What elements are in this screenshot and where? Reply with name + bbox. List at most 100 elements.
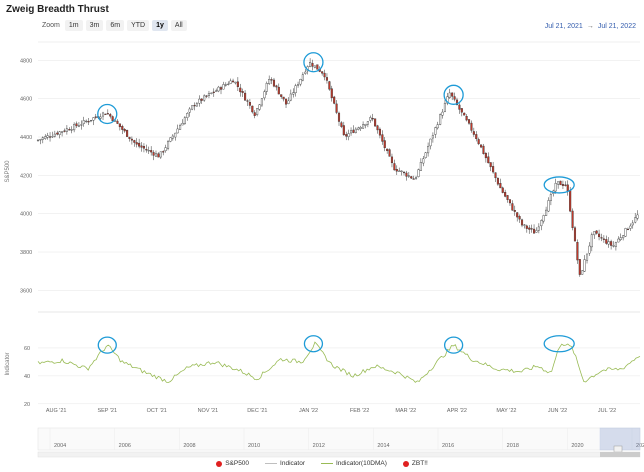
legend-indicator-marker	[265, 463, 278, 464]
range-from-input[interactable]: Jul 21, 2021	[544, 23, 583, 30]
candle	[593, 231, 596, 236]
price-ytick-label: 4200	[20, 173, 32, 179]
candle	[241, 91, 244, 93]
candle	[489, 162, 492, 168]
candle	[434, 127, 437, 135]
candle	[140, 145, 143, 148]
candle	[634, 217, 637, 223]
candle	[337, 112, 341, 122]
zoom-label: Zoom	[42, 22, 60, 29]
candle	[506, 195, 509, 200]
zoom-6m-button[interactable]: 6m	[106, 20, 125, 31]
candle	[193, 105, 196, 107]
month-tick-label: JUL '22	[598, 408, 616, 414]
candle	[636, 214, 639, 219]
candle	[477, 139, 480, 145]
candle	[138, 142, 141, 147]
month-tick-label: FEB '22	[350, 408, 369, 414]
candle	[614, 242, 617, 247]
candle	[200, 98, 203, 101]
indicator-10dma-line	[37, 341, 641, 383]
candle	[520, 219, 524, 226]
navigator-scrollbar[interactable]	[37, 451, 641, 458]
navigator-pane[interactable]: 2004200620082010201220142016201820202022	[37, 427, 644, 458]
candle	[369, 117, 372, 121]
candle	[39, 139, 42, 141]
indicator-ytick-label: 40	[24, 374, 30, 380]
candle	[496, 177, 499, 185]
price-axis-label: S&P500	[5, 160, 11, 183]
candle	[301, 74, 304, 81]
candle	[244, 92, 247, 101]
month-tick-label: MAY '22	[496, 408, 516, 414]
candle	[123, 129, 126, 132]
zbt-circle-indicator	[303, 335, 324, 353]
candle	[345, 134, 348, 137]
candle	[219, 87, 223, 90]
zoom-1m-button[interactable]: 1m	[64, 20, 83, 31]
month-tick-label: DEC '21	[247, 408, 267, 414]
candle	[354, 128, 357, 133]
zoom-1y-button[interactable]: 1y	[152, 20, 168, 31]
legend-item-sp500[interactable]: S&P500	[216, 460, 249, 467]
price-ytick-label: 3600	[20, 288, 32, 294]
candle	[284, 98, 288, 105]
candle	[210, 92, 213, 94]
candle	[398, 170, 401, 172]
candle	[349, 130, 353, 134]
candle	[239, 87, 242, 93]
zoom-3m-button[interactable]: 3m	[85, 20, 104, 31]
candle	[400, 170, 403, 172]
candle	[251, 105, 254, 113]
candle	[268, 79, 271, 85]
candle	[46, 135, 49, 138]
candle	[467, 119, 471, 124]
candle	[583, 259, 586, 272]
candle	[188, 108, 191, 113]
candle	[75, 123, 78, 127]
candle	[439, 114, 442, 125]
candle	[311, 63, 314, 67]
candle	[181, 123, 184, 126]
candle	[576, 242, 579, 261]
candle	[142, 146, 145, 149]
candle	[347, 133, 350, 137]
candle	[460, 108, 463, 113]
candle	[549, 194, 552, 201]
candle	[157, 153, 160, 158]
candle	[573, 227, 577, 242]
candle	[569, 190, 572, 212]
zbt-circle-indicator	[543, 335, 575, 353]
zoom-ytd-button[interactable]: YTD	[127, 20, 150, 31]
candle	[455, 99, 459, 105]
candle	[128, 136, 131, 139]
candle	[126, 129, 129, 137]
candle	[378, 128, 381, 136]
candle	[564, 184, 567, 186]
candle	[323, 72, 326, 78]
legend-sp500-marker	[216, 460, 223, 467]
candle	[36, 139, 40, 141]
legend-item-indicator[interactable]: Indicator	[265, 460, 305, 467]
zoom-all-button[interactable]: All	[170, 20, 187, 31]
candle	[407, 175, 410, 177]
candle	[484, 153, 487, 159]
candle	[94, 116, 97, 118]
navigator-scrollbar-thumb[interactable]	[600, 452, 640, 457]
navigator-handle[interactable]	[613, 445, 623, 453]
candle	[147, 150, 150, 152]
legend-item-indicator-10dma[interactable]: Indicator(10DMA)	[320, 460, 387, 467]
zoom-controls: Zoom 1m 3m 6m YTD 1y All	[42, 20, 187, 31]
candle	[453, 96, 456, 100]
legend-item-zbt[interactable]: ZBT!!	[402, 460, 428, 467]
candle	[82, 120, 85, 124]
candle	[523, 224, 526, 226]
candle	[195, 103, 198, 107]
range-to-input[interactable]: Jul 21, 2022	[597, 23, 636, 30]
candle	[87, 121, 90, 123]
navigator-year-label: 2008	[183, 443, 195, 449]
candle	[41, 137, 44, 140]
candle	[299, 79, 302, 85]
candle	[410, 176, 413, 179]
candle	[253, 112, 256, 116]
